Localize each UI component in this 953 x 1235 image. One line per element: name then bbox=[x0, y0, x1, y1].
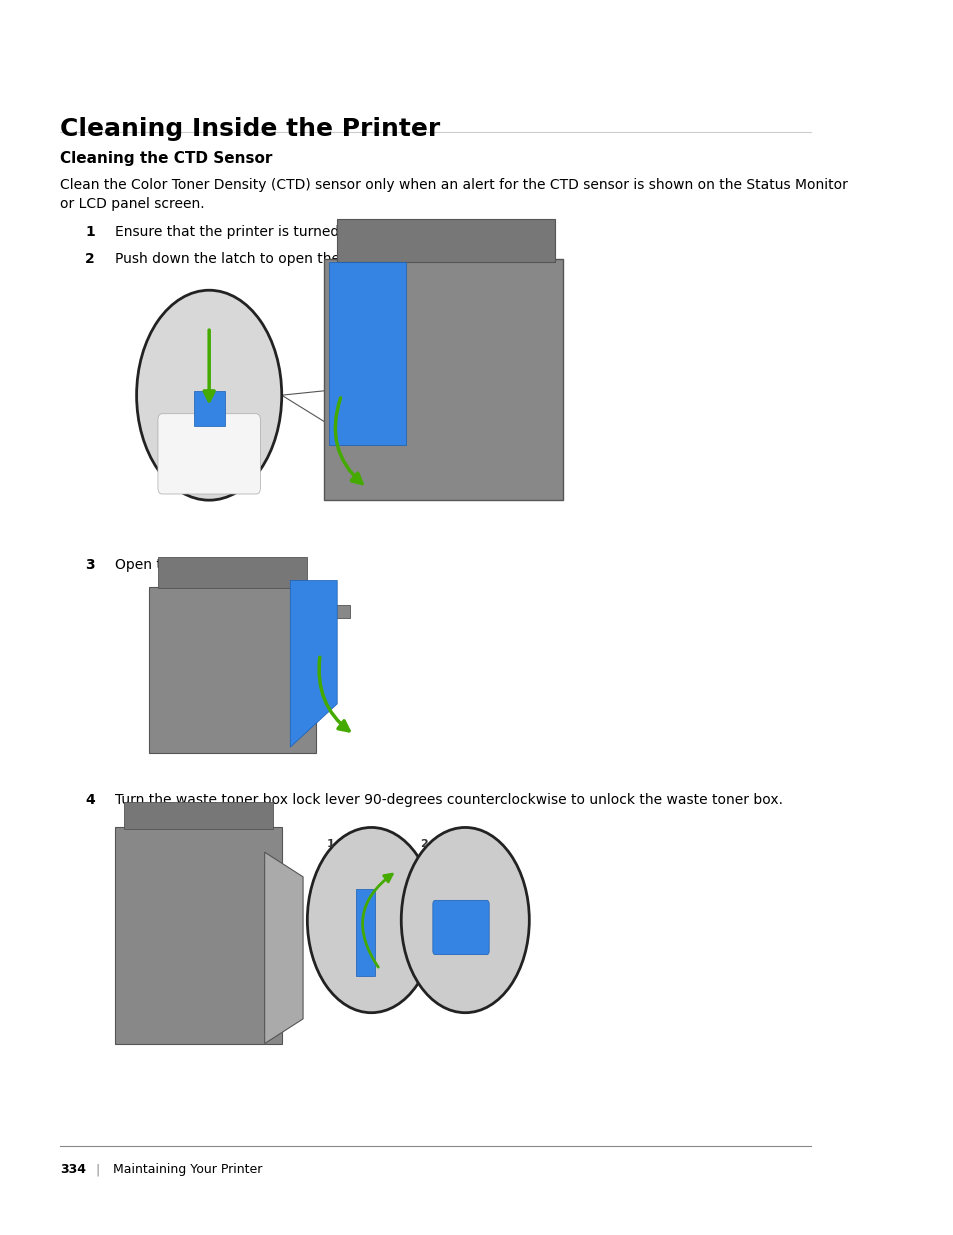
FancyBboxPatch shape bbox=[158, 557, 307, 588]
Text: |: | bbox=[95, 1163, 100, 1177]
Text: 4: 4 bbox=[85, 793, 95, 806]
Text: Turn the waste toner box lock lever 90-degrees counterclockwise to unlock the wa: Turn the waste toner box lock lever 90-d… bbox=[115, 793, 782, 806]
Polygon shape bbox=[290, 580, 336, 747]
Text: Cleaning Inside the Printer: Cleaning Inside the Printer bbox=[60, 117, 439, 141]
Text: Push down the latch to open the rear cover.: Push down the latch to open the rear cov… bbox=[115, 252, 418, 266]
Circle shape bbox=[136, 290, 281, 500]
Text: 1: 1 bbox=[326, 839, 334, 848]
Polygon shape bbox=[314, 605, 350, 618]
Text: 334: 334 bbox=[60, 1163, 86, 1177]
Text: 2: 2 bbox=[85, 252, 95, 266]
FancyBboxPatch shape bbox=[336, 219, 555, 262]
Text: 1: 1 bbox=[85, 225, 95, 238]
FancyBboxPatch shape bbox=[355, 889, 375, 976]
Text: 3: 3 bbox=[85, 558, 95, 572]
FancyBboxPatch shape bbox=[193, 391, 224, 426]
FancyBboxPatch shape bbox=[324, 259, 563, 500]
Text: Cleaning the CTD Sensor: Cleaning the CTD Sensor bbox=[60, 151, 272, 165]
Text: Open the right side cover.: Open the right side cover. bbox=[115, 558, 295, 572]
Circle shape bbox=[401, 827, 529, 1013]
Circle shape bbox=[307, 827, 435, 1013]
Text: Clean the Color Toner Density (CTD) sensor only when an alert for the CTD sensor: Clean the Color Toner Density (CTD) sens… bbox=[60, 178, 847, 211]
FancyBboxPatch shape bbox=[150, 587, 315, 753]
FancyBboxPatch shape bbox=[115, 827, 281, 1044]
FancyBboxPatch shape bbox=[433, 900, 489, 955]
FancyBboxPatch shape bbox=[329, 262, 405, 445]
Text: Maintaining Your Printer: Maintaining Your Printer bbox=[112, 1163, 262, 1177]
FancyBboxPatch shape bbox=[158, 414, 260, 494]
FancyBboxPatch shape bbox=[124, 802, 273, 829]
Text: 2: 2 bbox=[420, 839, 428, 848]
Polygon shape bbox=[264, 852, 303, 1044]
Text: Ensure that the printer is turned off.: Ensure that the printer is turned off. bbox=[115, 225, 365, 238]
